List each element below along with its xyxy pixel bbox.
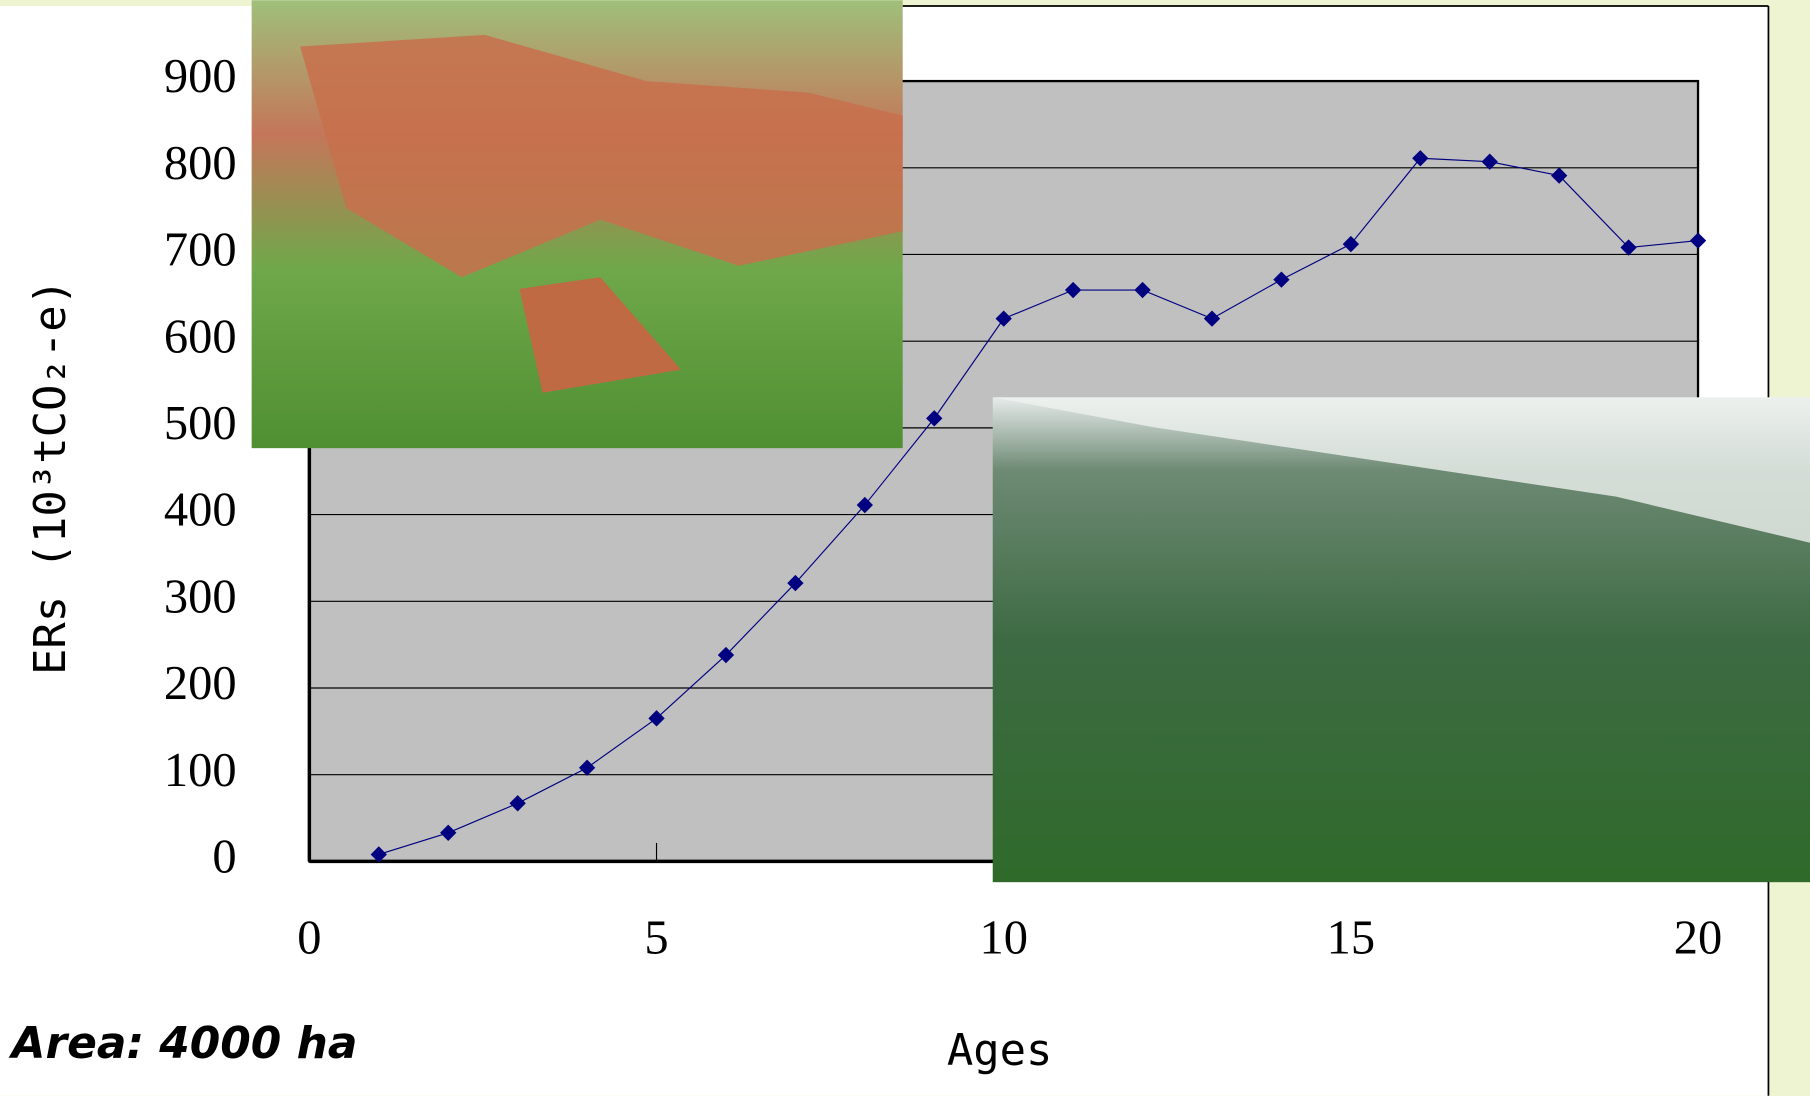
page: {"chart_data": {"type": "line", "x_label… <box>0 0 1810 1096</box>
x-tick-label: 5 <box>644 911 668 964</box>
y-tick-label: 500 <box>164 397 237 450</box>
y-axis-label: ERs (10³tCO₂-e) <box>25 279 76 675</box>
x-tick-label: 20 <box>1674 911 1722 964</box>
x-tick-label: 10 <box>979 911 1027 964</box>
y-tick-label: 600 <box>164 310 237 363</box>
y-tick-label: 300 <box>164 570 237 623</box>
x-axis-label: Ages <box>947 1025 1053 1076</box>
annotation: Area: 4000 ha <box>9 1018 358 1069</box>
y-tick-label: 700 <box>164 224 237 277</box>
slide: Ages ERs (10³tCO₂-e) Area: 4000 ha 01002… <box>0 0 1810 1096</box>
y-tick-label: 400 <box>164 484 237 537</box>
x-tick-label: 15 <box>1327 911 1375 964</box>
y-tick-label: 800 <box>164 137 237 190</box>
y-tick-label: 0 <box>212 831 236 884</box>
y-tick-label: 200 <box>164 657 237 710</box>
y-tick-label: 100 <box>164 744 237 797</box>
y-tick-label: 900 <box>164 50 237 103</box>
x-tick-label: 0 <box>297 911 321 964</box>
